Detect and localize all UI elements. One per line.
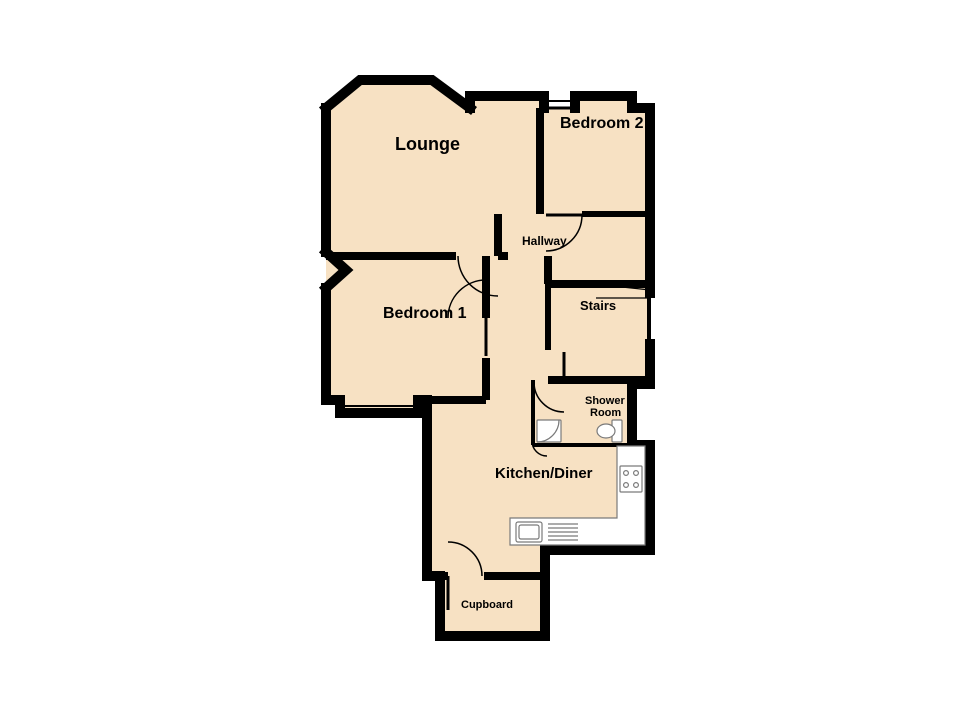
label-cupboard: Cupboard bbox=[461, 599, 513, 611]
floorplan: Lounge Bedroom 2 Hallway Bedroom 1 Stair… bbox=[0, 0, 980, 712]
label-shower2: Room bbox=[590, 407, 621, 419]
label-bedroom2: Bedroom 2 bbox=[560, 115, 644, 132]
label-bedroom1: Bedroom 1 bbox=[383, 305, 467, 322]
label-hallway: Hallway bbox=[522, 234, 567, 248]
label-lounge: Lounge bbox=[395, 134, 460, 154]
label-shower1: Shower bbox=[585, 395, 625, 407]
label-kitchen: Kitchen/Diner bbox=[495, 465, 593, 482]
label-stairs: Stairs bbox=[580, 298, 616, 313]
